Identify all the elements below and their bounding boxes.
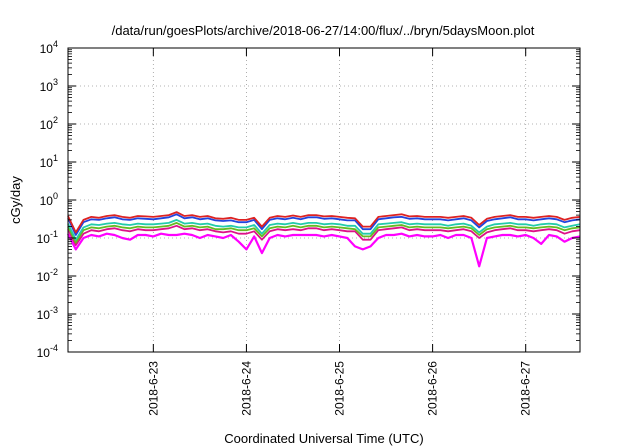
series-line-2	[67, 213, 581, 236]
x-tick-label: 2018-6-25	[333, 361, 347, 416]
chart-title: /data/run/goesPlots/archive/2018-06-27/1…	[112, 23, 535, 38]
series-line-1	[67, 211, 581, 234]
y-tick-label: 101	[40, 153, 58, 170]
y-axis-label: cGy/day	[8, 176, 23, 224]
y-tick-label: 103	[40, 77, 58, 94]
y-tick-label: 10-3	[37, 305, 58, 322]
series-group	[67, 211, 581, 268]
x-tick-label: 2018-6-24	[239, 361, 253, 416]
y-tick-label: 10-4	[37, 343, 58, 360]
x-tick-label: 2018-6-26	[426, 361, 440, 416]
x-tick-label: 2018-6-23	[146, 361, 160, 416]
x-axis: 2018-6-23 2018-6-24 2018-6-25 2018-6-26 2018…	[146, 48, 533, 416]
y-tick-label: 100	[40, 191, 58, 208]
x-axis-label: Coordinated Universal Time (UTC)	[224, 431, 423, 446]
grid	[68, 48, 580, 352]
y-tick-label: 10-1	[37, 229, 58, 246]
series-line-3	[67, 218, 581, 241]
x-tick-label: 2018-6-27	[519, 361, 533, 416]
y-tick-label: 104	[40, 39, 58, 56]
y-tick-label: 102	[40, 115, 58, 132]
series-line-4	[67, 221, 581, 244]
series-line-5	[67, 224, 581, 247]
y-tick-label: 10-2	[37, 267, 58, 284]
y-axis: 10-4 10-3 10-2 10-1 100 101 102 103 104	[37, 39, 580, 360]
series-line-6	[67, 232, 581, 268]
